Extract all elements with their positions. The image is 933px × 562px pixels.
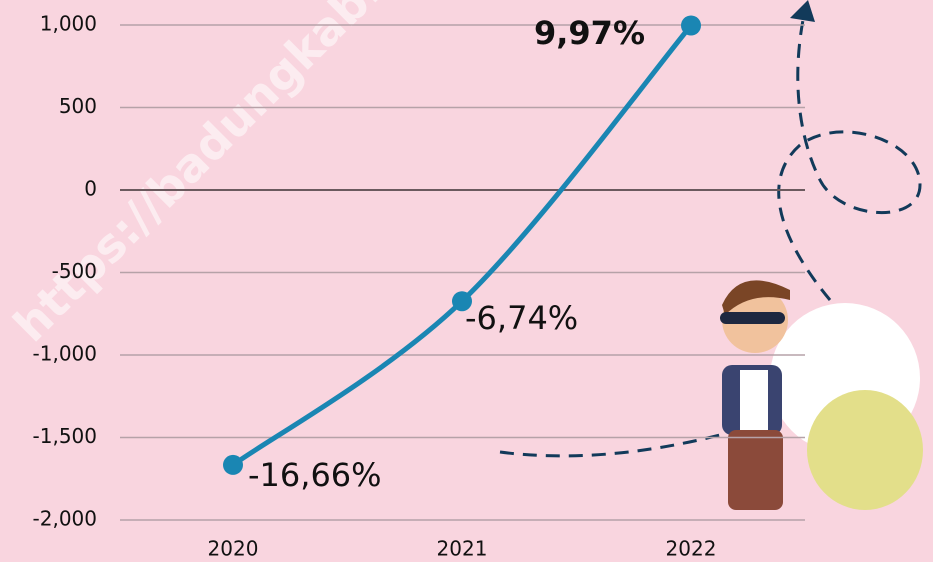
y-tick-label: -500	[52, 259, 97, 283]
x-tick-label: 2020	[208, 537, 259, 561]
y-tick-label: 500	[59, 94, 97, 118]
x-tick-label: 2022	[666, 537, 717, 561]
point	[223, 454, 243, 475]
y-tick-label: -1,000	[33, 342, 97, 366]
x-tick-label: 2021	[437, 537, 488, 561]
point	[452, 291, 472, 312]
y-tick-label: 1,000	[40, 12, 97, 36]
data-label: -16,66%	[248, 456, 382, 494]
decoration	[499, 0, 923, 510]
y-tick-label: 0	[84, 177, 97, 201]
data-label: -6,74%	[465, 299, 578, 337]
watermark: https://badungkab.	[3, 0, 392, 352]
y-tick-label: -2,000	[33, 507, 97, 531]
point	[681, 15, 701, 36]
y-tick-label: -1,500	[33, 424, 97, 448]
data-label: 9,97%	[534, 14, 645, 52]
